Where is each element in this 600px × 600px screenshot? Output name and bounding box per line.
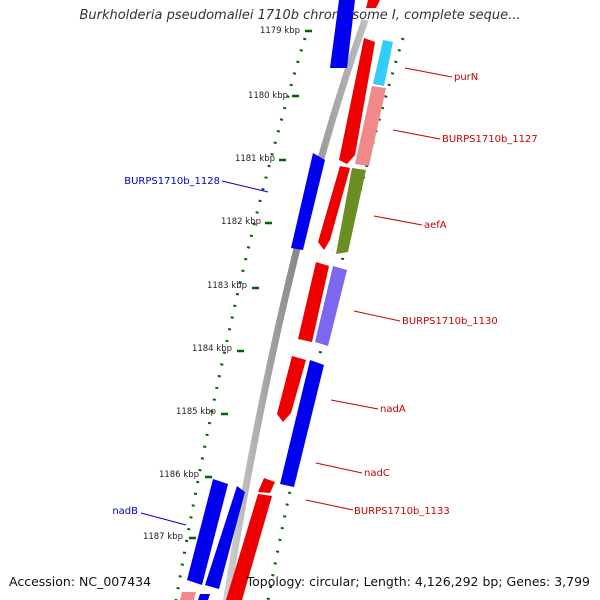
gene-label-burps1710b-1133[interactable]: BURPS1710b_1133 <box>354 506 450 517</box>
gene-nada[interactable] <box>277 356 306 422</box>
callout-lines <box>140 67 453 526</box>
forward-strand-genes <box>180 0 393 600</box>
kbp-label: 1183 kbp <box>207 281 247 291</box>
gene-label-burps1710b-1130[interactable]: BURPS1710b_1130 <box>402 316 498 327</box>
kbp-label: 1187 kbp <box>143 532 183 542</box>
reverse-strand-genes <box>187 0 355 589</box>
kbp-label: 1186 kbp <box>159 470 199 480</box>
outer-tick-ring <box>266 37 405 600</box>
gene-label-nadb[interactable]: nadB <box>112 506 138 517</box>
gene-burps1710b-1133[interactable] <box>226 494 272 600</box>
gene-reverse[interactable] <box>330 0 355 68</box>
gene-forward[interactable] <box>258 478 275 493</box>
chromosome-backbone <box>223 18 369 600</box>
gene-forward[interactable] <box>366 0 380 8</box>
gene-burps1710b-1127[interactable] <box>355 86 386 166</box>
gene-fragment[interactable] <box>180 592 196 600</box>
gene-forward[interactable] <box>339 38 375 164</box>
topology-label: Topology: circular; Length: 4,126,292 bp… <box>246 574 590 589</box>
gene-forward[interactable] <box>318 166 350 250</box>
gene-burps1710b-1130[interactable] <box>315 266 347 346</box>
gene-fragment[interactable] <box>198 594 210 600</box>
kbp-label: 1182 kbp <box>221 217 261 227</box>
gene-label-nadc[interactable]: nadC <box>364 468 390 479</box>
kbp-label: 1181 kbp <box>235 154 275 164</box>
gene-purn[interactable] <box>373 40 393 86</box>
gene-label-purn[interactable]: purN <box>454 72 478 83</box>
gene-reverse[interactable] <box>205 486 245 589</box>
map-title: Burkholderia pseudomallei 1710b chromoso… <box>79 8 521 23</box>
kbp-label: 1185 kbp <box>176 407 216 417</box>
gene-burps1710b-1128[interactable] <box>291 153 325 250</box>
gene-nadb[interactable] <box>187 479 228 585</box>
kbp-label: 1180 kbp <box>248 91 288 101</box>
gene-reverse[interactable] <box>280 360 324 487</box>
gene-label-burps1710b-1128[interactable]: BURPS1710b_1128 <box>124 176 220 187</box>
accession-label: Accession: NC_007434 <box>9 574 152 589</box>
kbp-tick-marks <box>189 29 312 540</box>
gene-label-aefa[interactable]: aefA <box>424 220 447 231</box>
gene-label-burps1710b-1127[interactable]: BURPS1710b_1127 <box>442 134 538 145</box>
kbp-label: 1179 kbp <box>260 26 300 36</box>
gene-aefa[interactable] <box>336 168 366 254</box>
gene-label-nada[interactable]: nadA <box>380 404 406 415</box>
kbp-label: 1184 kbp <box>192 344 232 354</box>
inner-tick-ring <box>174 37 307 600</box>
gene-forward[interactable] <box>298 262 329 342</box>
